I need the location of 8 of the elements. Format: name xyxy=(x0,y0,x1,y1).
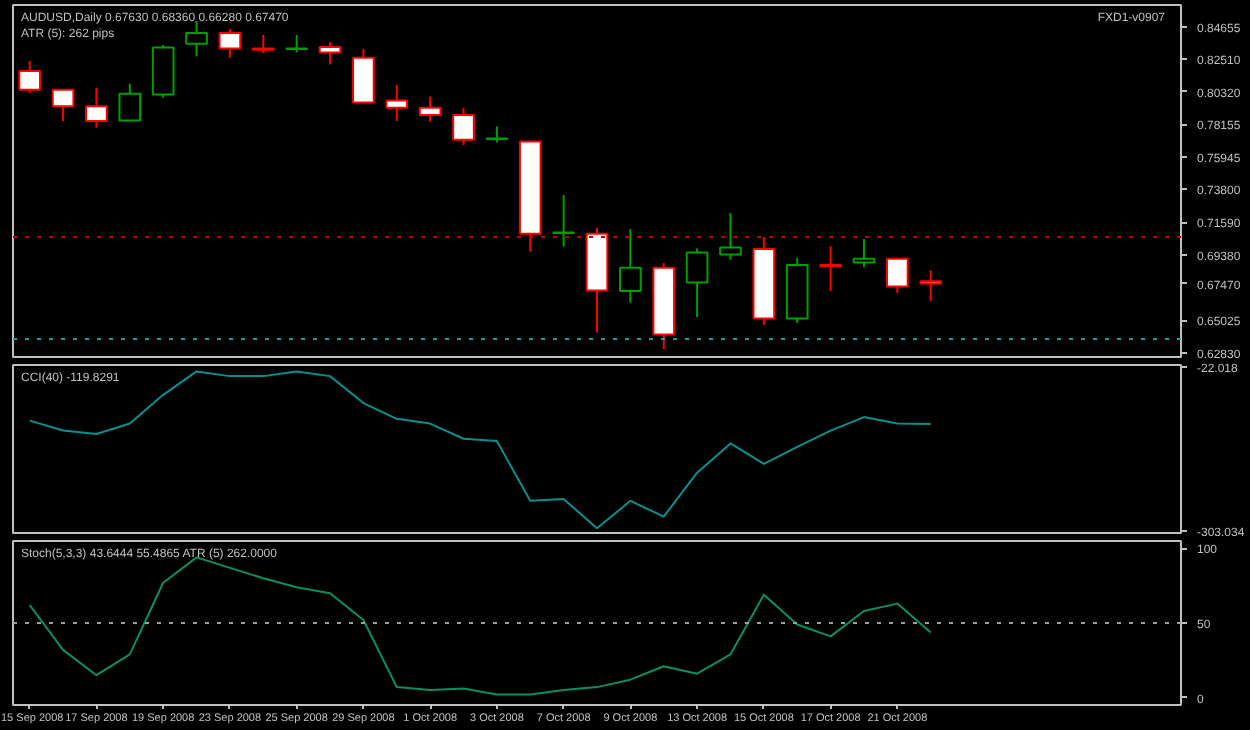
candlestick xyxy=(619,228,642,304)
candlestick xyxy=(719,212,742,261)
candlestick xyxy=(85,86,108,129)
candlestick xyxy=(752,235,776,327)
line-series xyxy=(28,556,932,696)
candlestick xyxy=(685,247,709,319)
candlestick xyxy=(819,245,842,293)
candlestick xyxy=(418,95,442,123)
